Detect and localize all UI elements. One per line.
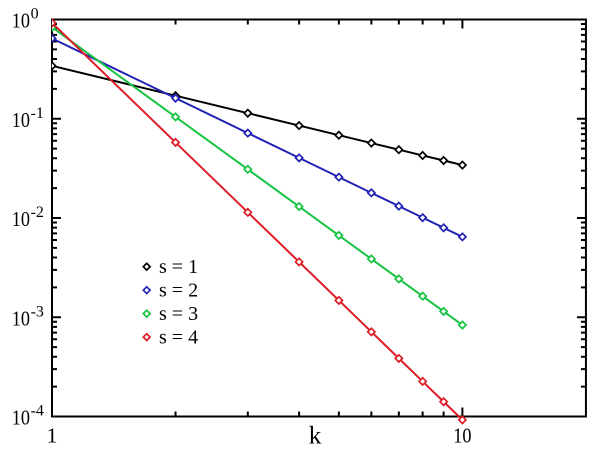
svg-text:s = 2: s = 2 [159, 279, 198, 301]
svg-text:-1: -1 [31, 105, 44, 122]
svg-text:10: 10 [453, 423, 471, 447]
svg-text:10: 10 [12, 108, 30, 132]
svg-text:s = 3: s = 3 [159, 303, 198, 325]
svg-text:0: 0 [31, 6, 39, 23]
svg-text:10: 10 [12, 9, 30, 33]
svg-text:10: 10 [12, 306, 30, 330]
svg-text:1: 1 [47, 423, 58, 447]
svg-text:-4: -4 [31, 403, 44, 420]
svg-text:-2: -2 [31, 204, 44, 221]
svg-text:s = 1: s = 1 [159, 256, 198, 278]
svg-text:10: 10 [12, 406, 30, 430]
svg-text:s = 4: s = 4 [159, 326, 198, 348]
svg-text:-3: -3 [31, 303, 44, 320]
svg-text:10: 10 [12, 207, 30, 231]
svg-text:k: k [309, 423, 322, 450]
